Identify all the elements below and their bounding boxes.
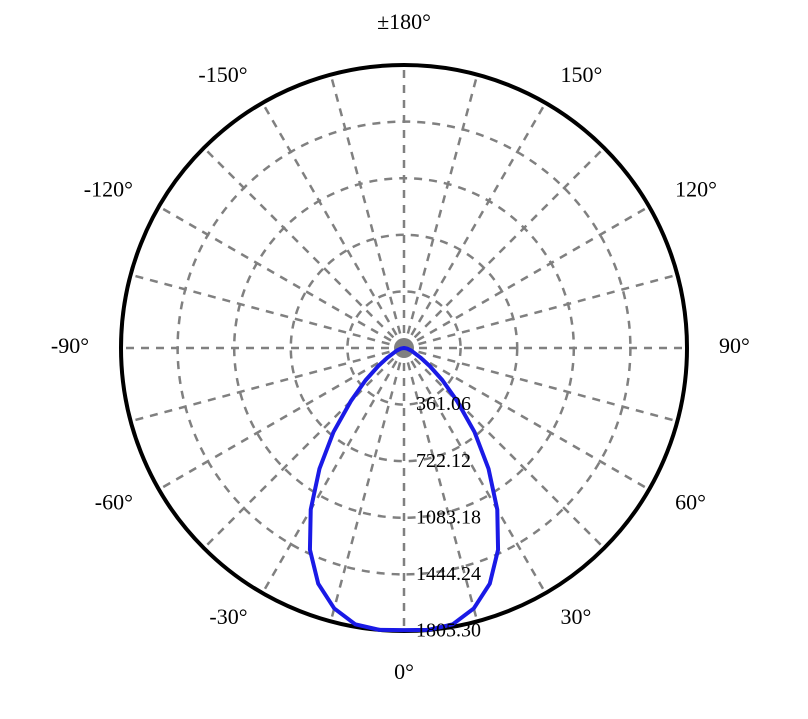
radial-label: 1444.24 [416, 563, 481, 585]
angle-label: -30° [209, 604, 247, 629]
angle-label: 150° [561, 62, 603, 87]
angle-label: 60° [675, 490, 706, 515]
polar-svg: 361.06 722.12 1083.18 1444.24 1805.300° 30° 60… [0, 0, 808, 719]
angle-label: 120° [675, 177, 717, 202]
angle-label: 90° [719, 333, 750, 358]
angle-label: 0° [394, 659, 414, 684]
angle-label: 30° [561, 604, 592, 629]
radial-label: 1805.30 [416, 620, 481, 642]
radial-label: 1083.18 [416, 506, 481, 528]
polar-chart: 361.06 722.12 1083.18 1444.24 1805.300° 30° 60… [0, 0, 808, 719]
angle-label: -120° [84, 177, 133, 202]
angle-label: -150° [198, 62, 247, 87]
angle-label: ±180° [377, 9, 431, 34]
radial-label: 722.12 [416, 450, 471, 472]
angle-label: -60° [95, 490, 133, 515]
angle-label: -90° [51, 333, 89, 358]
radial-label: 361.06 [416, 393, 471, 415]
